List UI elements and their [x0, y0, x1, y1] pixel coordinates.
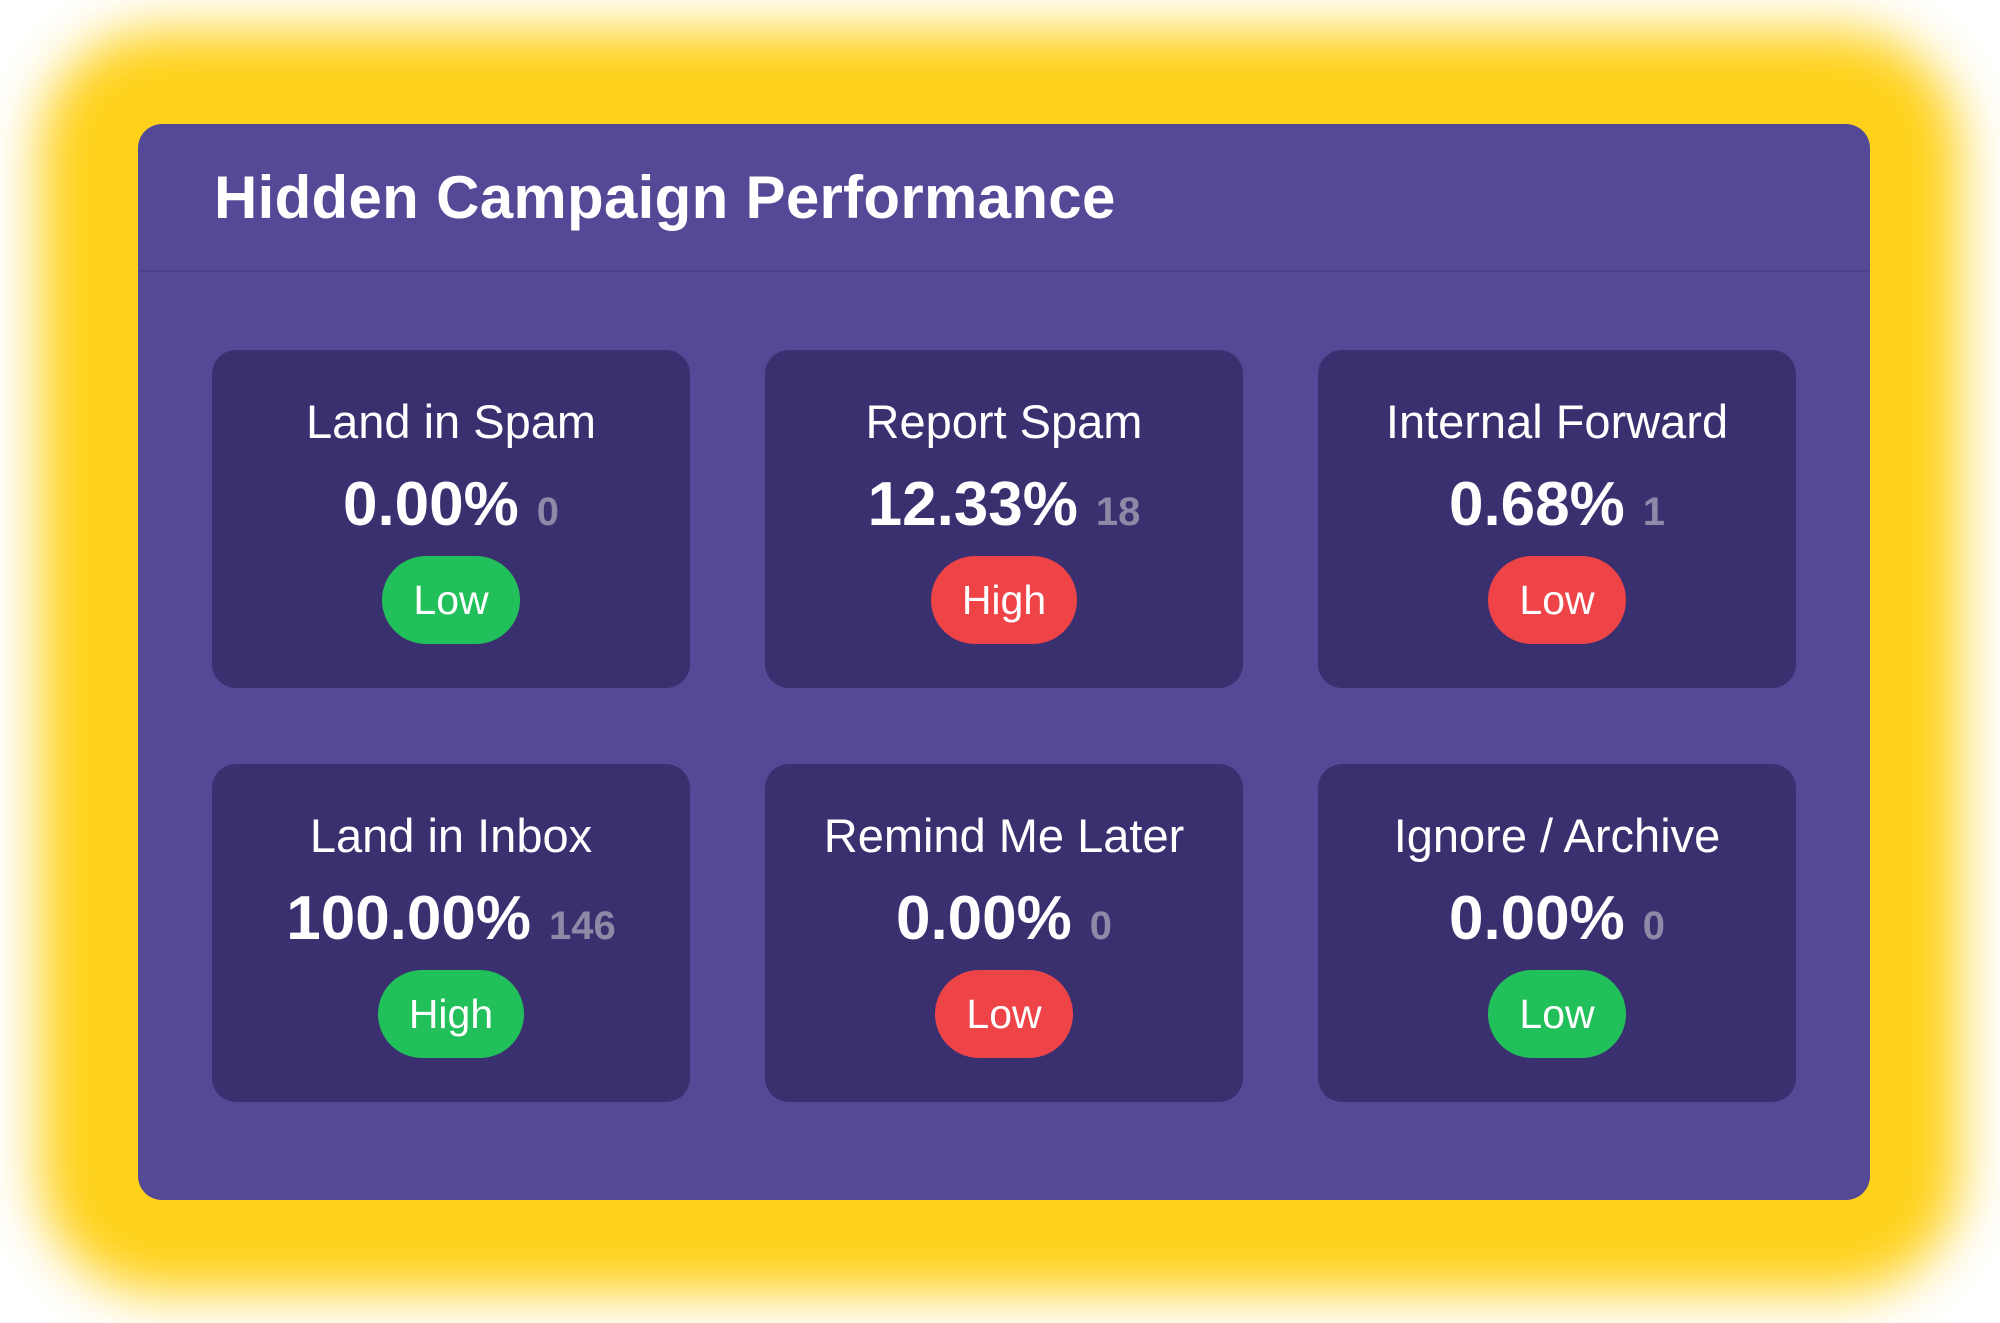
metric-percent: 100.00%	[286, 884, 531, 953]
metric-percent: 0.00%	[342, 470, 519, 539]
campaign-performance-panel: Hidden Campaign Performance Land in Spam…	[138, 124, 1870, 1200]
metric-count: 0	[536, 490, 560, 534]
panel-header: Hidden Campaign Performance	[138, 124, 1870, 272]
metric-count: 1	[1642, 490, 1666, 534]
metric-label: Land in Inbox	[309, 809, 593, 862]
metric-card-land-in-inbox: Land in Inbox 100.00% 146 High	[212, 764, 690, 1102]
page-title: Hidden Campaign Performance	[214, 163, 1116, 231]
metric-card-land-in-spam: Land in Spam 0.00% 0 Low	[212, 350, 690, 688]
metric-label: Report Spam	[865, 395, 1143, 448]
metric-count: 146	[549, 904, 616, 948]
metric-value-row: 0.68% 1	[1449, 470, 1665, 540]
metric-label: Internal Forward	[1385, 395, 1729, 448]
status-badge: Low	[1488, 556, 1626, 644]
status-badge: High	[930, 556, 1078, 644]
metric-percent: 0.68%	[1448, 470, 1625, 539]
metric-label: Ignore / Archive	[1393, 809, 1721, 862]
status-badge: Low	[935, 970, 1073, 1058]
metric-value-row: 0.00% 0	[343, 470, 559, 540]
metric-count: 18	[1095, 490, 1141, 534]
metric-percent: 0.00%	[1448, 884, 1625, 953]
metric-count: 0	[1089, 904, 1113, 948]
metric-card-report-spam: Report Spam 12.33% 18 High	[765, 350, 1243, 688]
metric-value-row: 0.00% 0	[1449, 884, 1665, 954]
status-badge: High	[377, 970, 525, 1058]
metric-percent: 12.33%	[867, 470, 1078, 539]
metric-card-internal-forward: Internal Forward 0.68% 1 Low	[1318, 350, 1796, 688]
status-badge: Low	[1488, 970, 1626, 1058]
metric-value-row: 0.00% 0	[896, 884, 1112, 954]
metric-card-ignore-archive: Ignore / Archive 0.00% 0 Low	[1318, 764, 1796, 1102]
metric-value-row: 12.33% 18	[868, 470, 1141, 540]
metric-label: Land in Spam	[305, 395, 597, 448]
metric-card-remind-me-later: Remind Me Later 0.00% 0 Low	[765, 764, 1243, 1102]
metric-label: Remind Me Later	[823, 809, 1185, 862]
metric-count: 0	[1642, 904, 1666, 948]
metric-percent: 0.00%	[895, 884, 1072, 953]
metric-value-row: 100.00% 146	[286, 884, 616, 954]
metrics-grid: Land in Spam 0.00% 0 Low Report Spam 12.…	[212, 350, 1800, 1102]
status-badge: Low	[382, 556, 520, 644]
